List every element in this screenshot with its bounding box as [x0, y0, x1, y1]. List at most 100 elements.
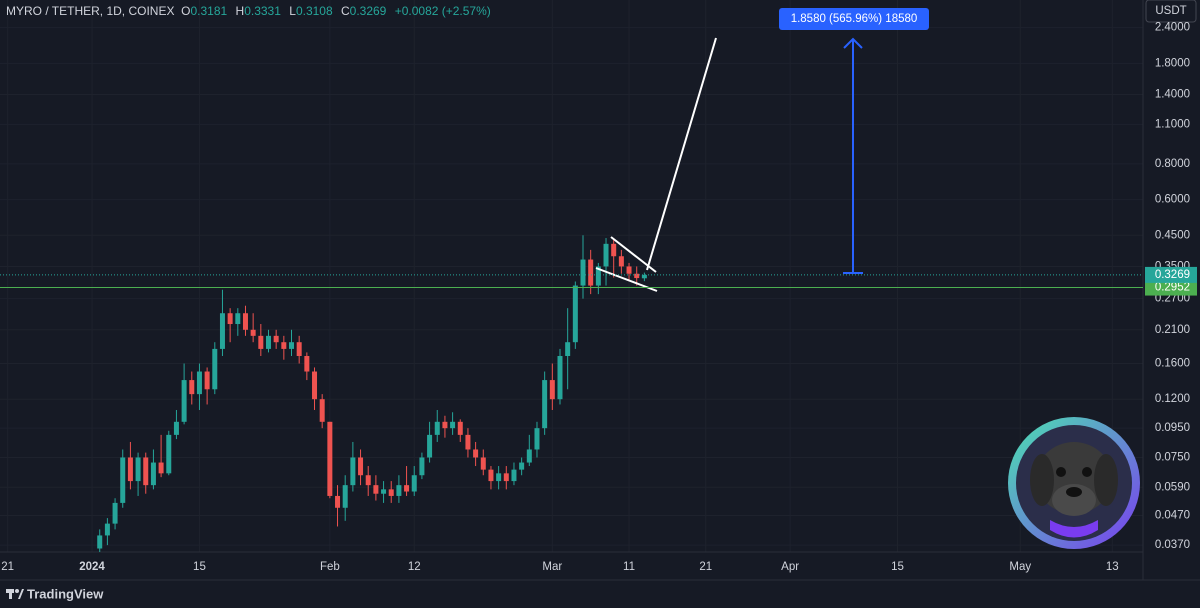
- candle-body: [641, 274, 647, 279]
- candle-body: [542, 380, 548, 429]
- candle-body: [212, 348, 218, 390]
- currency-box[interactable]: [1145, 0, 1197, 23]
- candle-body: [580, 259, 586, 286]
- ohlc-key: L: [289, 4, 296, 18]
- candle-body: [503, 473, 509, 482]
- candle-body: [227, 313, 233, 325]
- candle-body: [258, 335, 264, 349]
- candle-body: [273, 335, 279, 343]
- y-tick-label: 0.8000: [1155, 158, 1190, 170]
- candle-body: [549, 380, 555, 400]
- brand: TradingView: [27, 586, 104, 601]
- candle-body: [427, 434, 433, 458]
- ohlc-value: 0.3331: [244, 4, 281, 18]
- y-tick-label: 0.2700: [1155, 293, 1190, 305]
- y-tick-label: 0.1200: [1155, 393, 1190, 405]
- ohlc-key: C: [340, 4, 350, 18]
- x-tick-label: 12: [408, 561, 421, 573]
- y-tick-label: 1.8000: [1155, 57, 1190, 69]
- candle-body: [365, 475, 371, 486]
- candle-body: [189, 380, 195, 395]
- x-tick-label: 13: [1106, 561, 1119, 573]
- candle-body: [312, 371, 318, 400]
- y-tick-label: 1.4000: [1155, 89, 1190, 101]
- candle-body: [166, 434, 172, 474]
- candle-body: [235, 313, 241, 325]
- candle-body: [196, 371, 202, 395]
- candle-body: [381, 489, 387, 494]
- y-tick-label: 0.1600: [1155, 358, 1190, 370]
- x-tick-label: 21: [699, 561, 712, 573]
- candle-body: [588, 259, 594, 286]
- candle-body: [181, 380, 187, 422]
- candle-body: [358, 457, 364, 476]
- avatar: [1008, 417, 1140, 549]
- y-tick-label: 2.4000: [1155, 22, 1190, 34]
- candle-body: [565, 342, 571, 356]
- candle-body: [250, 329, 256, 336]
- measure-label: 1.8580 (565.96%) 18580: [791, 13, 918, 25]
- ohlc-value: 0.3108: [295, 4, 333, 18]
- y-tick-label: 0.0950: [1155, 422, 1190, 434]
- candle-body: [511, 469, 517, 482]
- candle-body: [618, 256, 624, 267]
- candle-body: [143, 457, 149, 486]
- y-tick-label: 1.1000: [1155, 118, 1190, 130]
- x-tick-label: May: [1009, 561, 1031, 573]
- ohlc-value: 0.3181: [190, 4, 228, 18]
- x-tick-label: Apr: [781, 561, 799, 573]
- candle-body: [411, 475, 417, 492]
- candle-body: [634, 273, 640, 279]
- price-label-box: [1145, 279, 1197, 296]
- ohlc-key: O: [181, 4, 191, 18]
- price-label-box: [1145, 266, 1197, 283]
- ohlc-key: H: [235, 4, 245, 18]
- candle-body: [327, 421, 333, 496]
- ohlc-value: 0.3269: [349, 4, 387, 18]
- candle-body: [457, 421, 463, 435]
- candle-body: [373, 485, 379, 494]
- candle-body: [626, 266, 632, 274]
- change: +0.0082 (+2.57%): [394, 4, 491, 18]
- x-tick-label: Feb: [320, 561, 340, 573]
- candle-body: [465, 434, 471, 450]
- measure-arrowhead: [843, 37, 863, 49]
- x-tick-label: 15: [891, 561, 904, 573]
- candle-body: [135, 457, 141, 482]
- currency[interactable]: USDT: [1155, 5, 1186, 17]
- candle-body: [419, 457, 425, 476]
- candle-body: [204, 371, 210, 390]
- candle-body: [404, 485, 410, 492]
- y-tick-label: 0.0750: [1155, 452, 1190, 464]
- candle-body: [572, 285, 578, 343]
- candle-body: [112, 502, 118, 524]
- candle-body: [611, 243, 617, 257]
- candle-body: [388, 489, 394, 496]
- price-label: 0.2952: [1155, 282, 1190, 294]
- candle-body: [442, 421, 448, 429]
- candle-body: [434, 421, 440, 435]
- candle-body: [595, 266, 601, 286]
- candle-body: [150, 462, 156, 486]
- candle-body: [488, 469, 494, 482]
- candle-body: [450, 421, 456, 429]
- legend-header: MYRO / TETHER, 1D, COINEX O0.3181 H0.333…: [6, 4, 496, 18]
- symbol: MYRO / TETHER, 1D, COINEX: [6, 4, 175, 18]
- candle-body: [534, 428, 540, 450]
- candle-body: [158, 462, 164, 474]
- candle-body: [281, 342, 287, 349]
- candle-body: [296, 342, 302, 356]
- candle-body: [350, 457, 356, 486]
- candle-body: [496, 473, 502, 482]
- x-tick-label: 15: [193, 561, 206, 573]
- y-tick-label: 0.4500: [1155, 229, 1190, 241]
- candle-body: [104, 523, 110, 536]
- candle-body: [480, 457, 486, 470]
- candle-body: [526, 449, 532, 463]
- candle-body: [557, 355, 563, 400]
- candle-body: [242, 313, 248, 330]
- x-tick-label: 2024: [79, 561, 105, 573]
- candle-body: [304, 355, 310, 372]
